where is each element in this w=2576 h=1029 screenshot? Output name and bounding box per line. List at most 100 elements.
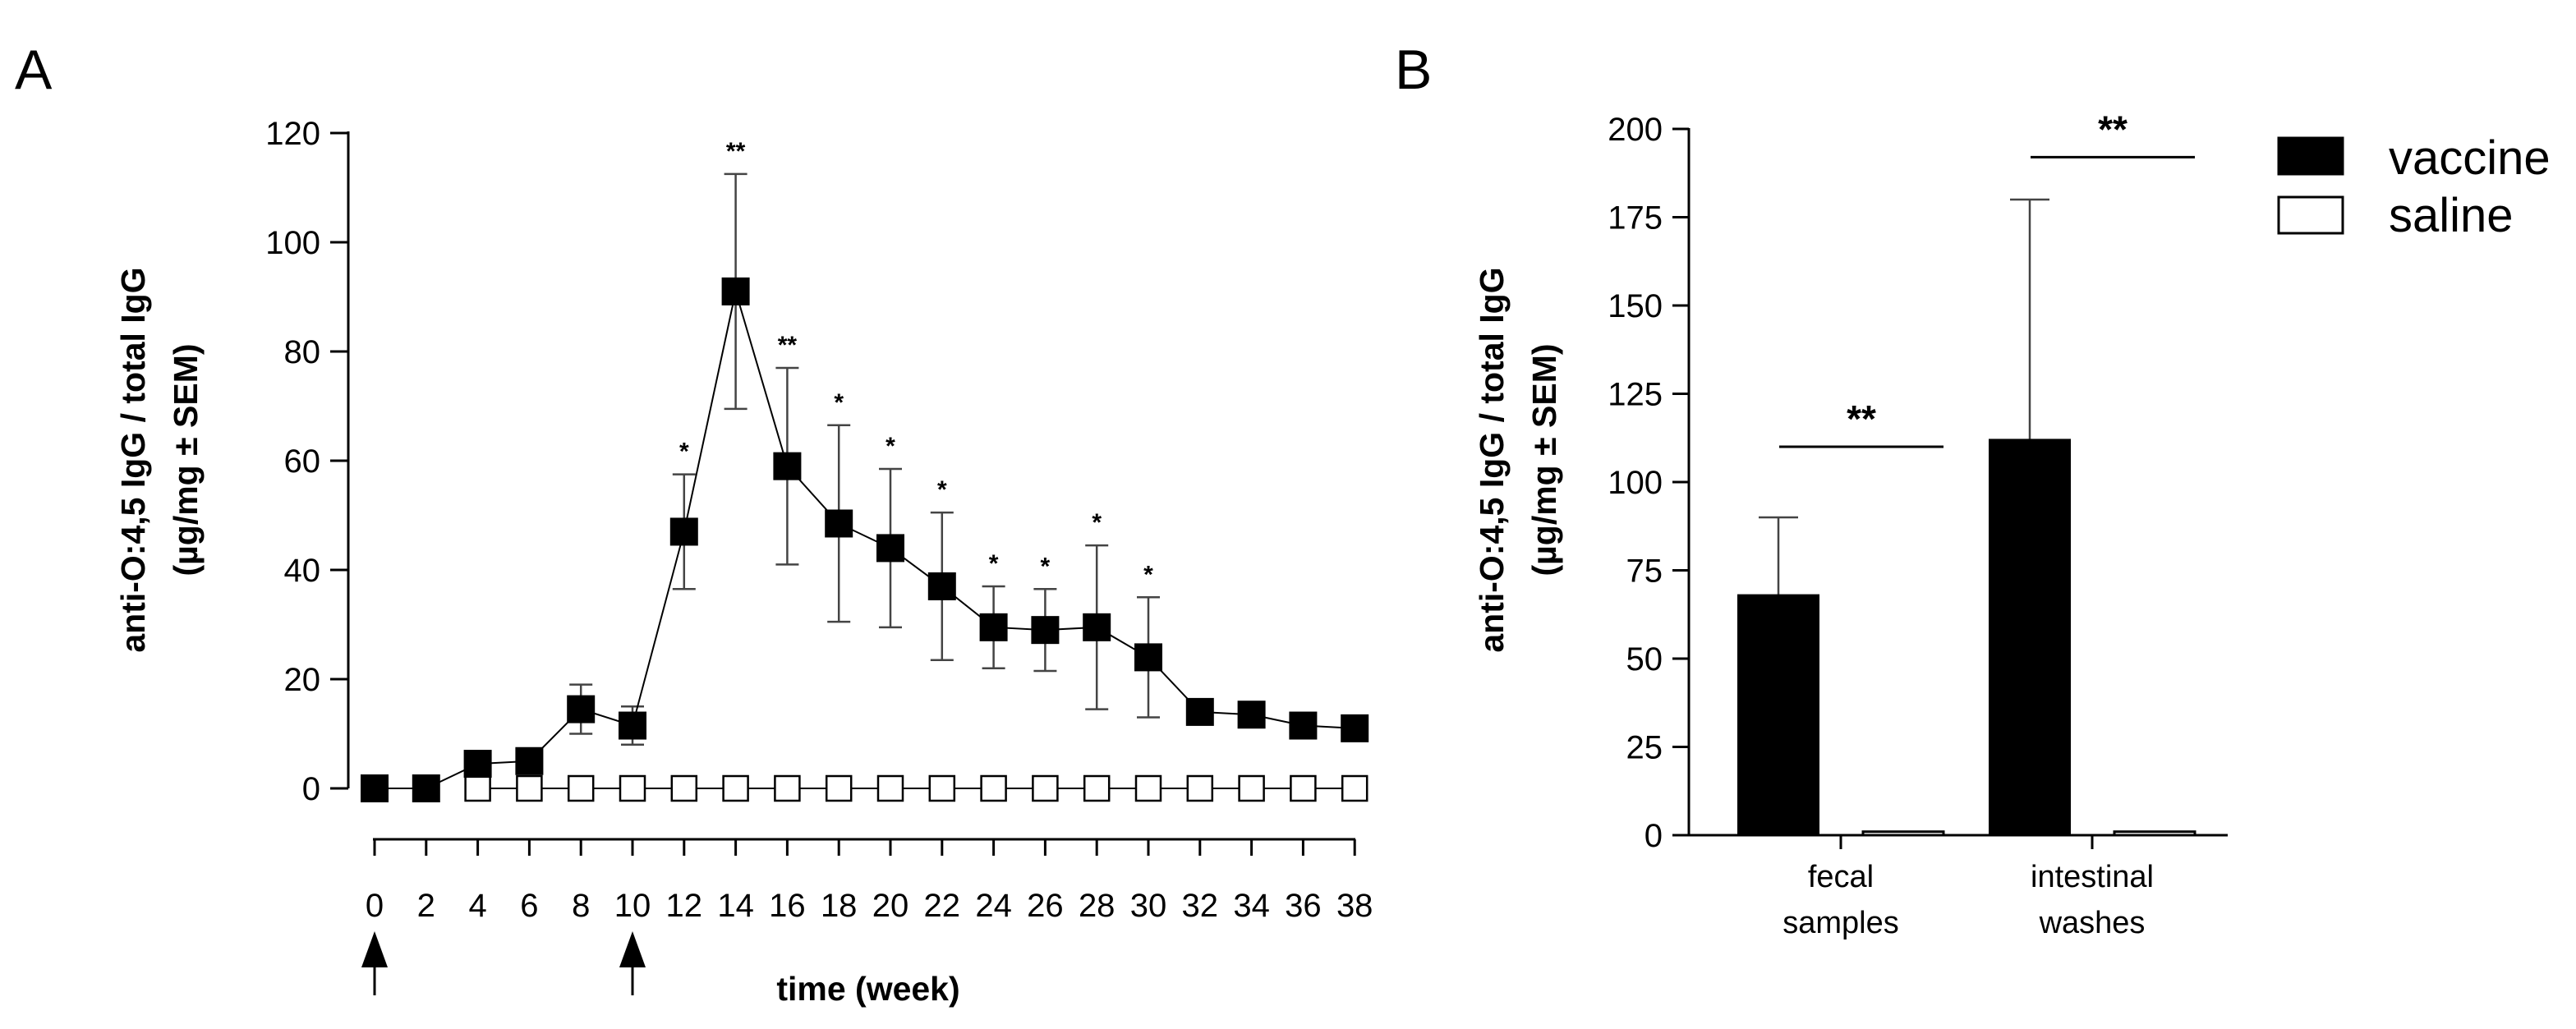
a-xtick-label-10: 20 <box>872 888 909 924</box>
a-ytick-label-2: 40 <box>284 553 321 589</box>
a-vaccine-point-4 <box>567 695 596 724</box>
panel-label-a: A <box>15 39 53 101</box>
a-xtick-label-9: 18 <box>821 888 858 924</box>
a-xtick-label-17: 34 <box>1233 888 1270 924</box>
a-xtick-label-4: 8 <box>572 888 590 924</box>
b-category-label-0-line2: samples <box>1782 906 1899 940</box>
a-vaccine-point-0 <box>361 774 389 802</box>
a-saline-point-5 <box>722 774 749 802</box>
a-xtick-label-18: 36 <box>1285 888 1322 924</box>
a-xtick-label-7: 14 <box>717 888 754 924</box>
a-vaccine-point-11 <box>927 572 956 600</box>
b-ytick-label-1: 25 <box>1626 730 1663 766</box>
a-ytick-label-4: 80 <box>284 334 321 370</box>
legend-swatch-saline <box>2277 195 2344 235</box>
a-vaccine-point-16 <box>1185 697 1214 726</box>
a-vaccine-point-17 <box>1237 701 1266 729</box>
a-vaccine-point-1 <box>412 774 440 802</box>
a-xtick-label-14: 28 <box>1079 888 1116 924</box>
a-vaccine-point-9 <box>825 509 853 538</box>
legend-swatch-vaccine <box>2277 136 2344 176</box>
a-saline-point-11 <box>1032 774 1059 802</box>
a-xtick-label-3: 6 <box>520 888 538 924</box>
legend: vaccine saline <box>2277 131 2551 242</box>
panel-b-y-axis-units: (µg/mg ± SEM) <box>1525 344 1563 577</box>
b-category-label-1-line2: washes <box>2039 906 2146 940</box>
a-significance-1: ** <box>726 138 746 165</box>
a-xtick-label-16: 32 <box>1182 888 1219 924</box>
a-saline-point-0 <box>464 774 491 802</box>
a-significance-7: * <box>1041 553 1051 580</box>
a-significance-9: * <box>1143 561 1153 588</box>
a-saline-point-4 <box>670 774 698 802</box>
a-ytick-label-0: 0 <box>302 771 320 807</box>
b-ytick-label-0: 0 <box>1644 818 1663 854</box>
legend-label-saline: saline <box>2389 189 2514 242</box>
a-saline-point-7 <box>825 774 853 802</box>
a-vaccine-point-15 <box>1134 643 1162 672</box>
b-ytick-label-6: 150 <box>1608 288 1663 324</box>
b-bar-saline-0 <box>1861 830 1945 837</box>
a-saline-point-13 <box>1134 774 1162 802</box>
a-significance-3: * <box>834 389 844 416</box>
a-vaccine-point-12 <box>979 613 1008 641</box>
b-ytick-label-4: 100 <box>1608 465 1663 501</box>
a-saline-point-1 <box>516 774 543 802</box>
b-significance-label-1: ** <box>2098 108 2128 150</box>
a-saline-point-16 <box>1290 774 1317 802</box>
b-bar-saline-1 <box>2113 830 2196 837</box>
b-bar-vaccine-0 <box>1737 594 1819 836</box>
a-xtick-label-1: 2 <box>417 888 435 924</box>
a-vaccine-point-7 <box>721 277 750 305</box>
a-saline-point-12 <box>1083 774 1111 802</box>
panel-a-y-axis-units: (µg/mg ± SEM) <box>167 344 205 577</box>
b-category-label-0-line1: fecal <box>1808 860 1874 894</box>
a-significance-5: * <box>937 476 947 503</box>
a-ytick-label-1: 20 <box>284 662 321 698</box>
a-vaccine-point-3 <box>515 746 544 775</box>
a-saline-point-2 <box>567 774 595 802</box>
a-vaccine-point-5 <box>619 711 646 740</box>
b-ytick-label-2: 50 <box>1626 641 1663 678</box>
a-saline-point-6 <box>774 774 801 802</box>
panel-a-y-axis-title: anti-O:4,5 IgG / total IgG <box>114 267 152 652</box>
panel-label-b: B <box>1395 39 1432 101</box>
panel-b-y-axis-title: anti-O:4,5 IgG / total IgG <box>1473 267 1511 652</box>
a-vaccine-point-10 <box>876 534 904 563</box>
a-saline-point-8 <box>876 774 904 802</box>
a-vaccine-point-6 <box>669 517 698 546</box>
a-significance-2: ** <box>778 332 798 359</box>
a-xtick-label-19: 38 <box>1336 888 1373 924</box>
a-xtick-label-0: 0 <box>366 888 384 924</box>
b-significance-label-0: ** <box>1847 397 1876 440</box>
a-xtick-label-5: 10 <box>614 888 651 924</box>
a-xtick-label-2: 4 <box>468 888 486 924</box>
b-ytick-label-3: 75 <box>1626 554 1663 590</box>
a-xtick-label-8: 16 <box>769 888 806 924</box>
a-xtick-label-12: 24 <box>975 888 1012 924</box>
a-saline-point-10 <box>980 774 1007 802</box>
a-vaccine-point-2 <box>463 750 492 779</box>
a-saline-point-14 <box>1186 774 1214 802</box>
b-category-label-1-line1: intestinal <box>2031 860 2154 894</box>
a-immunization-arrow-head-1 <box>619 931 646 967</box>
a-saline-point-17 <box>1341 774 1368 802</box>
a-significance-0: * <box>679 439 689 466</box>
a-vaccine-point-18 <box>1289 711 1318 740</box>
a-saline-point-3 <box>619 774 646 802</box>
a-vaccine-point-14 <box>1083 613 1111 641</box>
a-ytick-label-5: 100 <box>265 225 320 261</box>
b-ytick-label-5: 125 <box>1608 377 1663 413</box>
a-vaccine-point-8 <box>773 452 802 480</box>
a-significance-4: * <box>886 433 895 460</box>
a-vaccine-point-19 <box>1341 714 1369 742</box>
a-xtick-label-11: 22 <box>924 888 961 924</box>
legend-label-vaccine: vaccine <box>2389 131 2551 185</box>
b-bar-vaccine-1 <box>1989 439 2071 837</box>
a-saline-point-9 <box>928 774 956 802</box>
a-significance-6: * <box>989 550 999 577</box>
a-xtick-label-15: 30 <box>1130 888 1167 924</box>
a-saline-point-15 <box>1238 774 1265 802</box>
